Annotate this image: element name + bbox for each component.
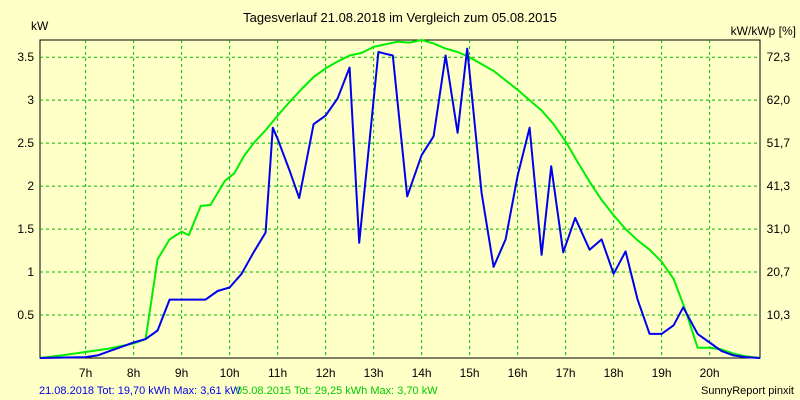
- series-line-21-08-2018: [39, 47, 761, 359]
- y-left-axis-label: kW: [31, 19, 49, 33]
- x-tick-label: 16h: [508, 366, 528, 380]
- y-right-tick-label: 72,3: [767, 50, 791, 64]
- x-tick-label: 20h: [700, 366, 720, 380]
- footer-series-2015: 05.08.2015 Tot: 29,25 kWh Max: 3,70 kW: [236, 385, 438, 397]
- footer-credit: SunnyReport pinxit: [701, 385, 794, 397]
- series-line-05-08-2015: [39, 39, 761, 359]
- plot-area: [39, 39, 761, 359]
- y-left-tick-label: 2: [27, 179, 34, 193]
- y-left-tick-label: 2.5: [17, 136, 34, 150]
- axis-ticks: 7h 8h 9h 10h 11h 12h 13h 14h 15h 16h 17h 18h 19h 20h 0…: [17, 50, 790, 380]
- grid: [40, 40, 760, 358]
- x-tick-label: 9h: [175, 366, 188, 380]
- y-right-tick-label: 62,0: [767, 93, 791, 107]
- y-right-tick-label: 41,3: [767, 179, 791, 193]
- y-right-axis-label: kW/kWp [%]: [731, 24, 796, 38]
- x-tick-label: 18h: [604, 366, 624, 380]
- chart-title: Tagesverlauf 21.08.2018 im Vergleich zum…: [243, 10, 557, 25]
- x-tick-label: 15h: [460, 366, 480, 380]
- x-tick-label: 8h: [127, 366, 140, 380]
- x-tick-label: 13h: [364, 366, 384, 380]
- x-tick-label: 11h: [268, 366, 287, 380]
- y-left-tick-label: 1.5: [17, 222, 34, 236]
- y-left-tick-label: 3: [27, 93, 34, 107]
- footer-series-2018: 21.08.2018 Tot: 19,70 kWh Max: 3,61 kW: [39, 385, 241, 397]
- x-tick-label: 10h: [220, 366, 240, 380]
- y-left-tick-label: 0.5: [17, 308, 34, 322]
- y-right-tick-label: 31,0: [767, 222, 791, 236]
- x-tick-label: 14h: [412, 366, 432, 380]
- y-left-tick-label: 3.5: [17, 50, 34, 64]
- x-tick-label: 7h: [79, 366, 92, 380]
- x-tick-label: 19h: [652, 366, 672, 380]
- x-tick-label: 12h: [316, 366, 336, 380]
- y-right-tick-label: 51,7: [767, 136, 791, 150]
- y-right-tick-label: 10,3: [767, 308, 791, 322]
- y-left-tick-label: 1: [27, 265, 34, 279]
- y-right-tick-label: 20,7: [767, 265, 791, 279]
- series-layer: [39, 39, 761, 359]
- x-tick-label: 17h: [556, 366, 576, 380]
